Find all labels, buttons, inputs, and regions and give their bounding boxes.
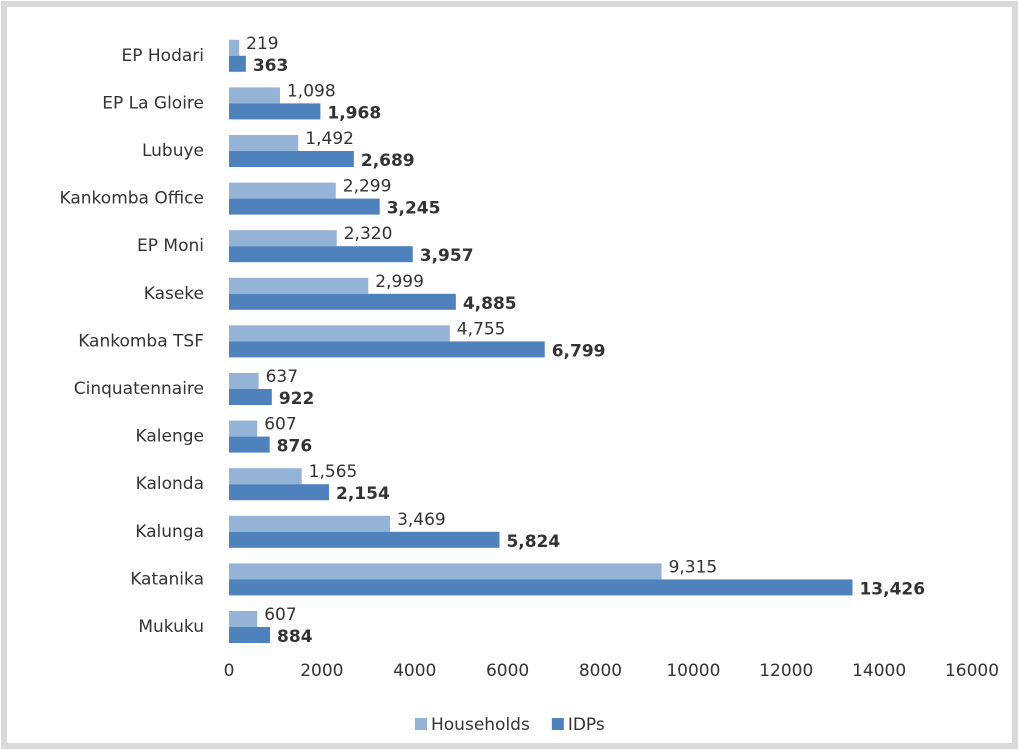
x-tick-label: 0 [224, 661, 235, 681]
y-tick-label: Kalonda [136, 474, 204, 494]
bar [229, 151, 354, 167]
value-label: 2,999 [375, 272, 424, 292]
bar [229, 341, 545, 358]
bar [229, 103, 321, 120]
value-label: 922 [279, 389, 315, 409]
bar [229, 246, 413, 263]
x-tick-label: 2000 [300, 661, 343, 681]
y-tick-label: Kankomba Office [60, 189, 204, 209]
y-tick-label: Lubuye [142, 141, 204, 161]
value-label: 637 [266, 367, 298, 387]
bar [229, 389, 272, 405]
x-tick-label: 16000 [945, 661, 999, 681]
bar [229, 198, 380, 215]
bar [229, 515, 391, 532]
bar [229, 484, 330, 501]
value-label: 1,492 [305, 129, 354, 149]
legend-swatch [415, 718, 427, 730]
value-label: 607 [264, 415, 296, 435]
bar [229, 293, 456, 310]
value-label: 876 [277, 437, 313, 457]
y-tick-label: Kaseke [144, 284, 204, 304]
value-label: 3,245 [387, 199, 441, 219]
y-tick-label: EP Hodari [121, 46, 204, 66]
value-label: 3,957 [420, 246, 474, 266]
bar [229, 182, 336, 199]
value-label: 3,469 [397, 510, 446, 530]
y-tick-label: Mukuku [138, 617, 204, 637]
bar [229, 87, 280, 104]
bar [229, 277, 369, 294]
value-label: 884 [277, 627, 313, 647]
y-tick-label: Cinquatennaire [74, 379, 204, 399]
bar [229, 135, 299, 151]
value-label: 2,154 [336, 484, 390, 504]
x-tick-label: 10000 [666, 661, 720, 681]
x-tick-label: 12000 [759, 661, 813, 681]
y-tick-label: EP Moni [137, 236, 204, 256]
value-label: 13,426 [859, 579, 925, 599]
bar [229, 468, 302, 485]
value-label: 2,689 [361, 151, 415, 171]
bar [229, 531, 500, 548]
value-label: 4,755 [457, 319, 506, 339]
value-label: 4,885 [463, 294, 517, 314]
legend-label: Households [431, 715, 530, 735]
value-label: 1,098 [287, 81, 336, 101]
y-tick-label: Kalunga [135, 522, 204, 542]
bar [229, 55, 246, 72]
bar [229, 627, 271, 643]
x-tick-label: 14000 [852, 661, 906, 681]
y-tick-label: Katanika [130, 569, 204, 589]
y-tick-label: EP La Gloire [102, 93, 204, 113]
x-tick-label: 6000 [486, 661, 529, 681]
bar [229, 420, 258, 437]
value-label: 607 [264, 605, 296, 625]
value-label: 9,315 [669, 557, 718, 577]
x-tick-label: 8000 [579, 661, 622, 681]
bar [229, 579, 853, 596]
value-label: 363 [253, 56, 289, 76]
bar [229, 325, 450, 342]
value-label: 2,320 [344, 224, 393, 244]
bar [229, 563, 662, 580]
value-label: 219 [246, 34, 278, 54]
value-label: 1,968 [327, 103, 381, 123]
value-label: 2,299 [343, 177, 392, 197]
bar [229, 436, 270, 453]
bar [229, 230, 337, 247]
y-tick-label: Kalenge [136, 427, 204, 447]
y-tick-label: Kankomba TSF [78, 331, 204, 351]
value-label: 6,799 [552, 341, 606, 361]
value-label: 1,565 [309, 462, 358, 482]
bar [229, 611, 258, 627]
legend-label: IDPs [568, 715, 605, 735]
bar [229, 373, 259, 389]
x-tick-label: 4000 [393, 661, 436, 681]
value-label: 5,824 [506, 532, 560, 552]
bar [229, 39, 240, 56]
legend-swatch [551, 718, 564, 730]
